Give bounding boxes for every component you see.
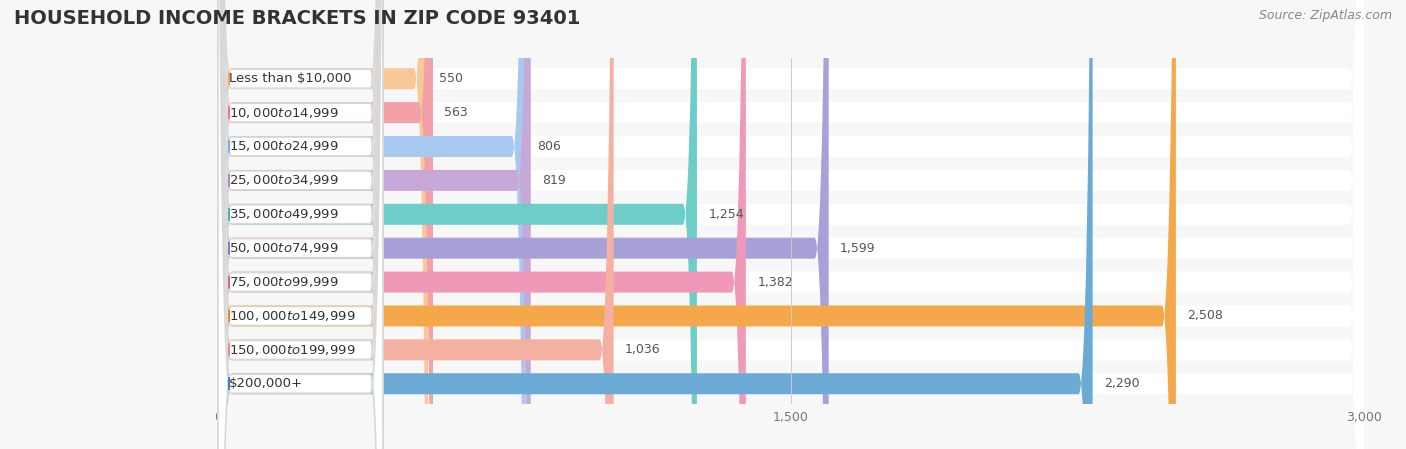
FancyBboxPatch shape	[218, 0, 1364, 449]
FancyBboxPatch shape	[218, 0, 382, 449]
FancyBboxPatch shape	[218, 0, 1364, 449]
Text: Source: ZipAtlas.com: Source: ZipAtlas.com	[1258, 9, 1392, 22]
Text: $150,000 to $199,999: $150,000 to $199,999	[229, 343, 356, 357]
Text: 550: 550	[440, 72, 464, 85]
Text: 2,290: 2,290	[1104, 377, 1140, 390]
Text: $75,000 to $99,999: $75,000 to $99,999	[229, 275, 339, 289]
FancyBboxPatch shape	[218, 0, 382, 449]
FancyBboxPatch shape	[218, 0, 427, 449]
Text: $200,000+: $200,000+	[229, 377, 304, 390]
FancyBboxPatch shape	[218, 0, 526, 449]
FancyBboxPatch shape	[218, 0, 1364, 449]
Text: 819: 819	[543, 174, 567, 187]
Text: 1,599: 1,599	[841, 242, 876, 255]
Text: $10,000 to $14,999: $10,000 to $14,999	[229, 106, 339, 119]
Text: 1,036: 1,036	[626, 343, 661, 357]
FancyBboxPatch shape	[218, 0, 1175, 449]
FancyBboxPatch shape	[218, 0, 382, 449]
FancyBboxPatch shape	[218, 0, 530, 449]
FancyBboxPatch shape	[218, 0, 382, 449]
FancyBboxPatch shape	[218, 0, 382, 449]
Text: $50,000 to $74,999: $50,000 to $74,999	[229, 241, 339, 255]
Text: HOUSEHOLD INCOME BRACKETS IN ZIP CODE 93401: HOUSEHOLD INCOME BRACKETS IN ZIP CODE 93…	[14, 9, 581, 28]
FancyBboxPatch shape	[218, 0, 1092, 449]
FancyBboxPatch shape	[218, 0, 382, 449]
FancyBboxPatch shape	[218, 0, 613, 449]
Text: 563: 563	[444, 106, 468, 119]
FancyBboxPatch shape	[218, 0, 382, 449]
FancyBboxPatch shape	[218, 0, 1364, 449]
Text: 1,382: 1,382	[758, 276, 793, 289]
Text: $35,000 to $49,999: $35,000 to $49,999	[229, 207, 339, 221]
FancyBboxPatch shape	[218, 0, 382, 449]
Text: $15,000 to $24,999: $15,000 to $24,999	[229, 140, 339, 154]
Text: 1,254: 1,254	[709, 208, 744, 221]
Text: Less than $10,000: Less than $10,000	[229, 72, 352, 85]
FancyBboxPatch shape	[218, 0, 1364, 449]
Text: 2,508: 2,508	[1187, 309, 1223, 322]
Text: 806: 806	[537, 140, 561, 153]
FancyBboxPatch shape	[218, 0, 1364, 449]
Text: $25,000 to $34,999: $25,000 to $34,999	[229, 173, 339, 187]
FancyBboxPatch shape	[218, 0, 382, 449]
FancyBboxPatch shape	[218, 0, 382, 449]
FancyBboxPatch shape	[218, 0, 697, 449]
FancyBboxPatch shape	[218, 0, 828, 449]
FancyBboxPatch shape	[218, 0, 433, 449]
FancyBboxPatch shape	[218, 0, 1364, 449]
FancyBboxPatch shape	[218, 0, 1364, 449]
FancyBboxPatch shape	[218, 0, 1364, 449]
FancyBboxPatch shape	[218, 0, 1364, 449]
Text: $100,000 to $149,999: $100,000 to $149,999	[229, 309, 356, 323]
FancyBboxPatch shape	[218, 0, 745, 449]
